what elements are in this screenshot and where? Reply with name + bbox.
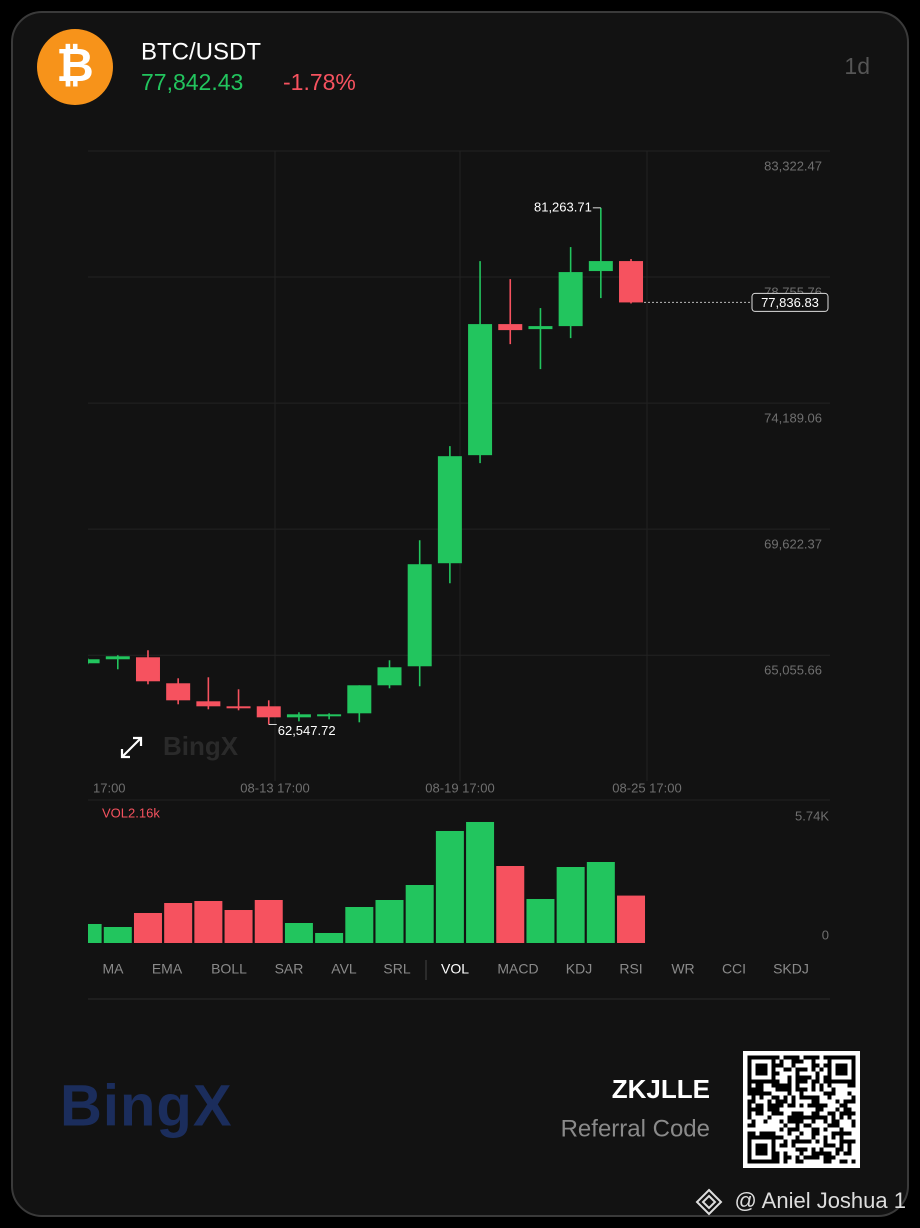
volume-title: VOL2.16k [102, 805, 160, 820]
interval[interactable]: 1d [844, 53, 870, 79]
expand-icon[interactable] [120, 736, 143, 759]
watermark-icon [695, 1188, 723, 1216]
candle-body [468, 324, 493, 456]
indicator-tab[interactable]: SKDJ [773, 961, 809, 977]
candle-body [347, 685, 372, 714]
volume-bar [496, 865, 525, 943]
price: 77,842.43 [141, 69, 243, 95]
volume-bar [164, 903, 193, 943]
candle-body [317, 714, 342, 717]
candle-body [135, 657, 160, 682]
low-label: 62,547.72 [278, 723, 336, 738]
y-tick-label: 83,322.47 [764, 158, 822, 173]
volume-bar [315, 932, 344, 943]
pair: BTC/USDT [141, 38, 261, 65]
candle-body [166, 683, 191, 701]
high-label: 81,263.71 [534, 199, 592, 214]
indicator-tab[interactable]: SRL [383, 961, 410, 977]
volume-bar [556, 867, 585, 943]
x-tick-label: 08-25 17:00 [612, 780, 681, 795]
candle-body [196, 701, 221, 707]
indicator-tab[interactable]: KDJ [566, 961, 592, 977]
indicator-tab[interactable]: RSI [619, 961, 642, 977]
candle-body [437, 456, 462, 564]
volume-bar [375, 899, 404, 943]
indicator-tabs: MA EMA BOLL SAR AVL SRL VOL MACD KDJ RSI WR CCI SKDJ [103, 960, 809, 980]
x-tick-label: 17:00 [93, 780, 126, 795]
indicator-tab[interactable]: VOL [441, 961, 469, 977]
y-tick-label: 65,055.66 [764, 663, 822, 678]
volume-bar [586, 862, 615, 943]
volume-bar [617, 895, 646, 943]
volume-bar [466, 821, 495, 943]
brand-logo: BingX [60, 1073, 233, 1138]
qr-modules [747, 1055, 856, 1164]
candle-body [558, 272, 583, 327]
last-price-box [751, 292, 829, 312]
y-tick-label: 0 [822, 927, 829, 942]
change: -1.78% [283, 69, 356, 95]
y-tick-label: 69,622.37 [764, 537, 822, 552]
volume-bar [284, 923, 313, 943]
indicator-tab[interactable]: EMA [152, 961, 183, 977]
candle-body [619, 261, 644, 303]
candle-body [88, 659, 100, 664]
candle-body [256, 706, 281, 718]
candle-body [528, 326, 553, 330]
volume-bar [133, 912, 162, 943]
volume-chart: VOL2.16k 5.74K 0 [88, 805, 829, 943]
candle-body [226, 706, 251, 709]
candle-body [498, 324, 523, 331]
indicator-tab[interactable]: BOLL [211, 961, 247, 977]
candle-body [588, 261, 613, 272]
candles [88, 207, 644, 725]
last-price-label: 77,836.83 [761, 295, 819, 310]
qr-code [743, 1051, 860, 1168]
indicator-tab[interactable]: CCI [722, 961, 746, 977]
volume-bars [88, 821, 646, 943]
coin-symbol: ₿ [56, 39, 94, 91]
volume-bar [224, 910, 253, 943]
indicator-tab[interactable]: SAR [275, 961, 304, 977]
candle-body [377, 667, 402, 686]
volume-bar [345, 907, 374, 943]
x-tick-label: 08-19 17:00 [425, 780, 494, 795]
candle-body [407, 564, 432, 667]
y-tick-label: 5.74K [795, 808, 829, 823]
coin-icon [37, 29, 113, 105]
x-tick-label: 08-13 17:00 [240, 780, 309, 795]
volume-bar [526, 898, 555, 943]
watermark: @ Aniel Joshua 1 [734, 1188, 906, 1213]
candle-body [105, 656, 130, 660]
volume-bar [103, 926, 132, 943]
volume-bar [405, 885, 434, 943]
volume-bar [435, 830, 464, 943]
indicator-tab[interactable]: WR [671, 961, 694, 977]
indicator-tab[interactable]: MACD [497, 961, 538, 977]
indicator-tab[interactable]: MA [103, 961, 125, 977]
chart-watermark: BingX [163, 731, 239, 761]
candle-body [286, 714, 311, 718]
referral-label: Referral Code [561, 1115, 710, 1142]
volume-bar [254, 899, 283, 943]
y-tick-label: 74,189.06 [764, 411, 822, 426]
price-chart: 17:00 08-13 17:00 08-19 17:00 08-25 17:00 83… [88, 150, 830, 801]
indicator-tab[interactable]: AVL [331, 961, 357, 977]
volume-bar [194, 901, 223, 943]
volume-bar [88, 923, 102, 943]
referral-code: ZKJLLE [612, 1074, 710, 1104]
